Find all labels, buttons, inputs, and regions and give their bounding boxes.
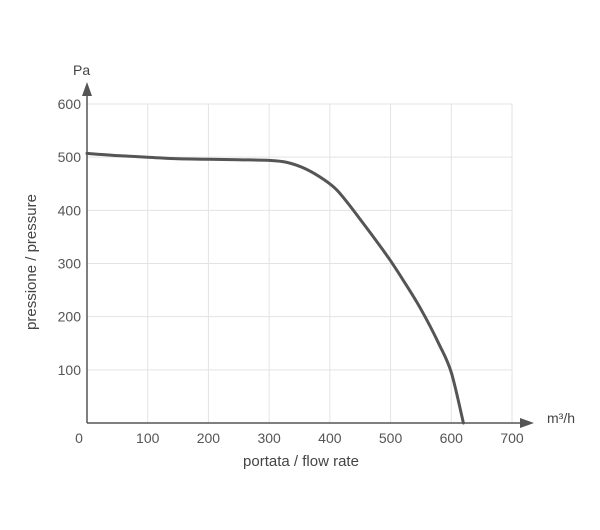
axes: [82, 82, 534, 428]
x-tick-label: 300: [257, 430, 281, 446]
y-axis-arrow-icon: [82, 82, 92, 96]
x-tick-label: 100: [136, 430, 160, 446]
x-tick-label: 700: [500, 430, 524, 446]
x-axis-title: portata / flow rate: [243, 453, 359, 470]
grid: [87, 103, 513, 423]
y-tick-label: 100: [58, 362, 82, 378]
x-tick-label: 0: [75, 430, 83, 446]
y-tick-labels: 100 200 300 400 500 600: [58, 96, 82, 378]
y-unit-label: Pa: [73, 62, 90, 78]
y-tick-label: 200: [58, 309, 82, 325]
x-unit-label: m³/h: [547, 410, 575, 426]
y-tick-label: 300: [58, 256, 82, 272]
x-axis-arrow-icon: [520, 418, 534, 428]
x-tick-labels: 0 100 200 300 400 500 600 700: [75, 430, 524, 446]
x-tick-label: 400: [318, 430, 342, 446]
y-tick-label: 500: [58, 149, 82, 165]
y-axis-title: pressione / pressure: [23, 194, 40, 330]
y-tick-label: 400: [58, 202, 82, 218]
x-tick-label: 600: [440, 430, 464, 446]
y-tick-label: 600: [58, 96, 82, 112]
x-tick-label: 500: [379, 430, 403, 446]
x-tick-label: 200: [197, 430, 221, 446]
series-line: [85, 151, 465, 425]
